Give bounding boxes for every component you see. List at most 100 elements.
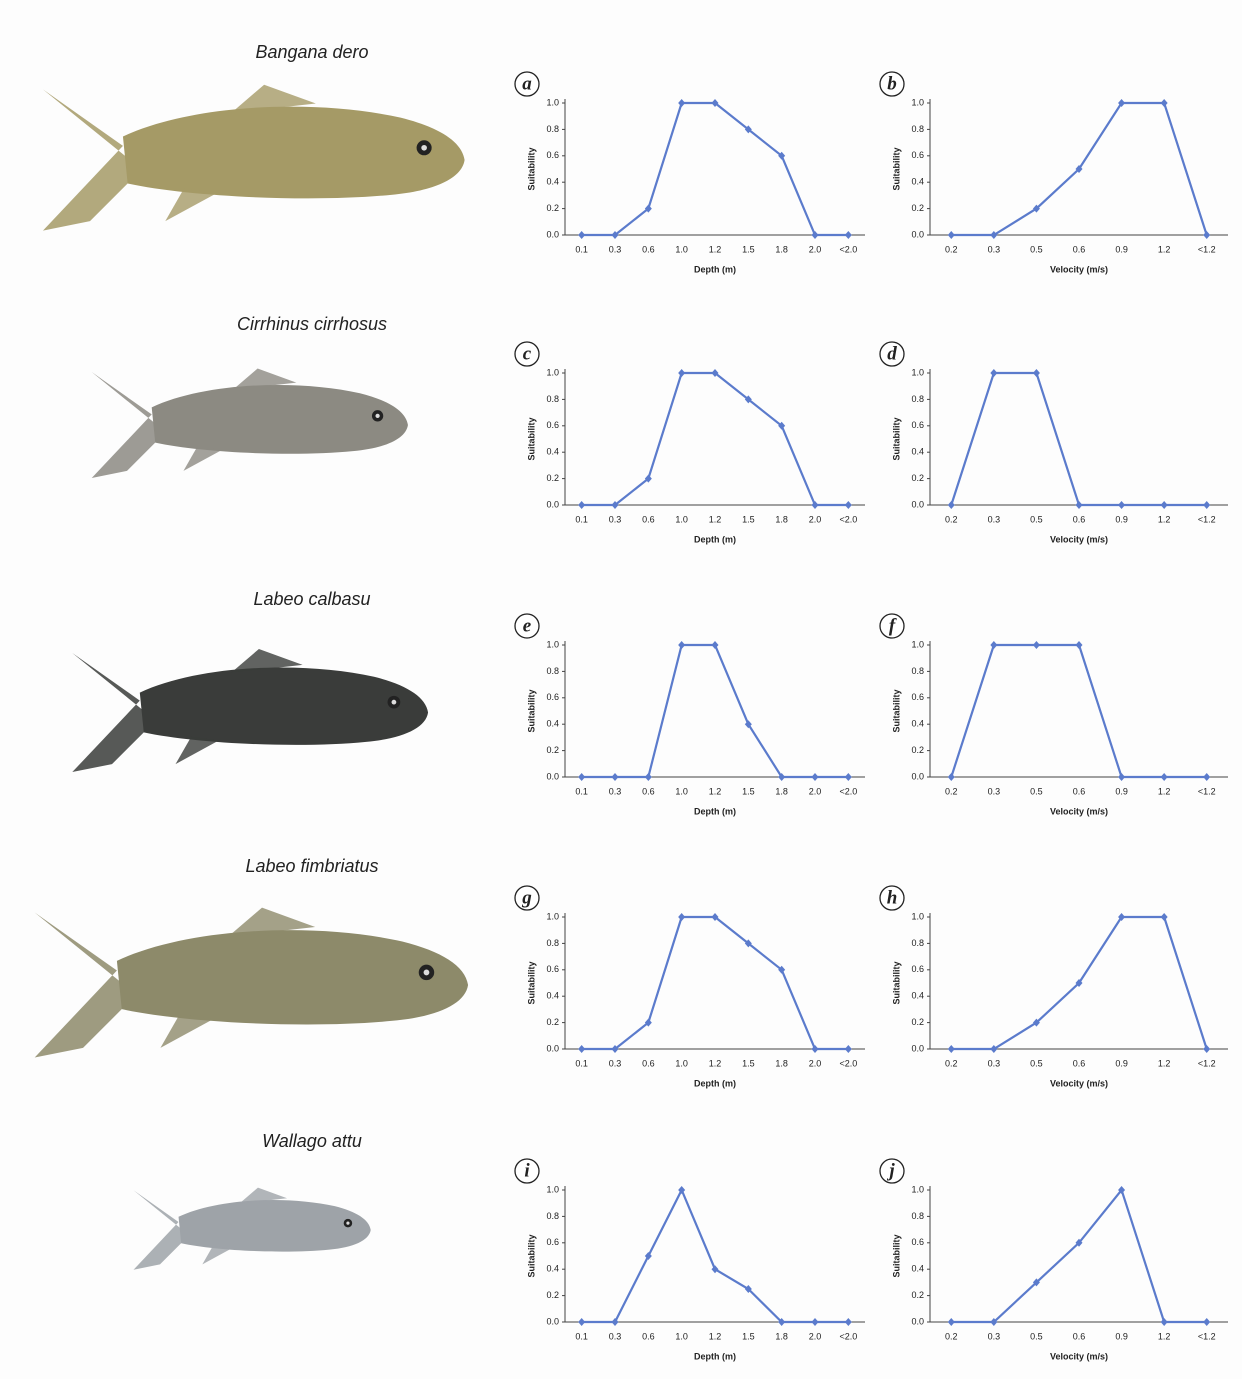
x-tick-label: 2.0 — [809, 786, 822, 796]
y-tick-label: 0.6 — [546, 692, 559, 702]
x-tick-label: 1.2 — [1158, 1058, 1171, 1068]
x-axis-label: Depth (m) — [694, 264, 736, 274]
x-tick-label: 1.2 — [709, 244, 722, 254]
y-axis-label: Suitability — [526, 417, 536, 460]
y-tick-label: 0.8 — [546, 124, 559, 134]
data-point — [678, 99, 685, 107]
x-tick-label: 0.9 — [1115, 786, 1128, 796]
x-tick-label: 0.3 — [609, 244, 622, 254]
fish-illustration — [134, 1188, 371, 1270]
x-axis-label: Velocity (m/s) — [1050, 534, 1108, 544]
y-axis-label: Suitability — [891, 417, 901, 460]
y-axis-label: Suitability — [891, 689, 901, 732]
x-tick-label: 0.6 — [642, 1058, 655, 1068]
x-tick-label: 2.0 — [809, 514, 822, 524]
x-tick-label: 0.6 — [642, 514, 655, 524]
data-point — [948, 1045, 955, 1053]
y-tick-label: 0.8 — [911, 938, 924, 948]
y-tick-label: 0.2 — [546, 203, 559, 213]
x-tick-label: <2.0 — [839, 514, 857, 524]
chart: j0.00.20.40.60.81.0SuitabilityVelocity (… — [880, 1159, 1228, 1361]
x-tick-label: 0.5 — [1030, 244, 1043, 254]
y-tick-label: 0.0 — [546, 771, 559, 781]
y-tick-label: 0.0 — [911, 1316, 924, 1326]
y-axis-label: Suitability — [891, 147, 901, 190]
y-tick-label: 0.8 — [911, 394, 924, 404]
y-tick-label: 0.0 — [911, 771, 924, 781]
x-tick-label: 0.2 — [945, 1058, 958, 1068]
y-tick-label: 0.2 — [911, 1290, 924, 1300]
data-point — [712, 641, 719, 649]
x-tick-label: 1.0 — [675, 1331, 688, 1341]
data-point — [812, 231, 819, 239]
x-tick-label: 1.0 — [675, 244, 688, 254]
y-tick-label: 0.4 — [911, 447, 924, 457]
species-panels: Bangana dero Cirrhinus cirrhosus Labeo c… — [35, 42, 468, 1270]
data-point — [948, 501, 955, 509]
y-tick-label: 0.6 — [911, 964, 924, 974]
data-point — [1203, 231, 1210, 239]
x-tick-label: 2.0 — [809, 1331, 822, 1341]
y-tick-label: 1.0 — [911, 639, 924, 649]
x-tick-label: 0.3 — [609, 1331, 622, 1341]
x-tick-label: 0.2 — [945, 244, 958, 254]
x-axis-label: Velocity (m/s) — [1050, 264, 1108, 274]
x-axis-label: Velocity (m/s) — [1050, 1078, 1108, 1088]
y-tick-label: 0.4 — [911, 1264, 924, 1274]
x-tick-label: 1.2 — [1158, 786, 1171, 796]
y-tick-label: 0.6 — [546, 150, 559, 160]
data-line — [582, 1190, 849, 1322]
y-tick-label: 0.0 — [546, 1316, 559, 1326]
y-tick-label: 0.0 — [911, 1043, 924, 1053]
y-axis-label: Suitability — [526, 1234, 536, 1277]
x-axis-label: Depth (m) — [694, 534, 736, 544]
y-tick-label: 0.2 — [911, 1017, 924, 1027]
x-tick-label: 0.3 — [609, 514, 622, 524]
x-tick-label: 0.9 — [1115, 1331, 1128, 1341]
x-tick-label: 1.8 — [775, 1058, 788, 1068]
x-tick-label: 1.5 — [742, 1331, 755, 1341]
x-axis-label: Velocity (m/s) — [1050, 1351, 1108, 1361]
data-point — [1161, 773, 1168, 781]
x-tick-label: 2.0 — [809, 244, 822, 254]
y-tick-label: 0.0 — [911, 229, 924, 239]
y-tick-label: 0.8 — [546, 1211, 559, 1221]
fish-illustration — [72, 649, 428, 772]
y-tick-label: 0.6 — [546, 420, 559, 430]
x-tick-label: <1.2 — [1198, 244, 1216, 254]
figure: Bangana dero Cirrhinus cirrhosus Labeo c… — [0, 0, 1242, 1374]
fish-illustration — [43, 85, 465, 231]
x-tick-label: 1.2 — [1158, 514, 1171, 524]
x-tick-label: 0.6 — [1073, 244, 1086, 254]
y-tick-label: 0.8 — [911, 124, 924, 134]
x-tick-label: 0.3 — [988, 514, 1001, 524]
x-tick-label: 1.0 — [675, 1058, 688, 1068]
y-tick-label: 0.4 — [546, 1264, 559, 1274]
y-tick-label: 0.6 — [911, 692, 924, 702]
y-tick-label: 0.0 — [911, 499, 924, 509]
y-tick-label: 0.0 — [546, 499, 559, 509]
species-name: Wallago attu — [262, 1131, 362, 1151]
x-tick-label: 0.2 — [945, 1331, 958, 1341]
data-point — [1161, 501, 1168, 509]
x-tick-label: 0.6 — [642, 786, 655, 796]
y-tick-label: 0.2 — [546, 1290, 559, 1300]
panel-label: g — [521, 887, 532, 908]
y-tick-label: 0.6 — [546, 1237, 559, 1247]
chart: i0.00.20.40.60.81.0SuitabilityDepth (m)0… — [515, 1159, 865, 1361]
y-tick-label: 1.0 — [911, 367, 924, 377]
y-tick-label: 1.0 — [546, 367, 559, 377]
data-point — [1076, 641, 1083, 649]
data-point — [678, 913, 685, 921]
y-tick-label: 1.0 — [911, 97, 924, 107]
y-tick-label: 0.8 — [911, 1211, 924, 1221]
x-tick-label: 0.1 — [575, 786, 588, 796]
x-tick-label: 0.6 — [642, 244, 655, 254]
y-tick-label: 1.0 — [546, 911, 559, 921]
data-point — [1203, 1045, 1210, 1053]
data-point — [948, 1318, 955, 1326]
y-tick-label: 0.2 — [911, 473, 924, 483]
x-tick-label: <2.0 — [839, 1058, 857, 1068]
